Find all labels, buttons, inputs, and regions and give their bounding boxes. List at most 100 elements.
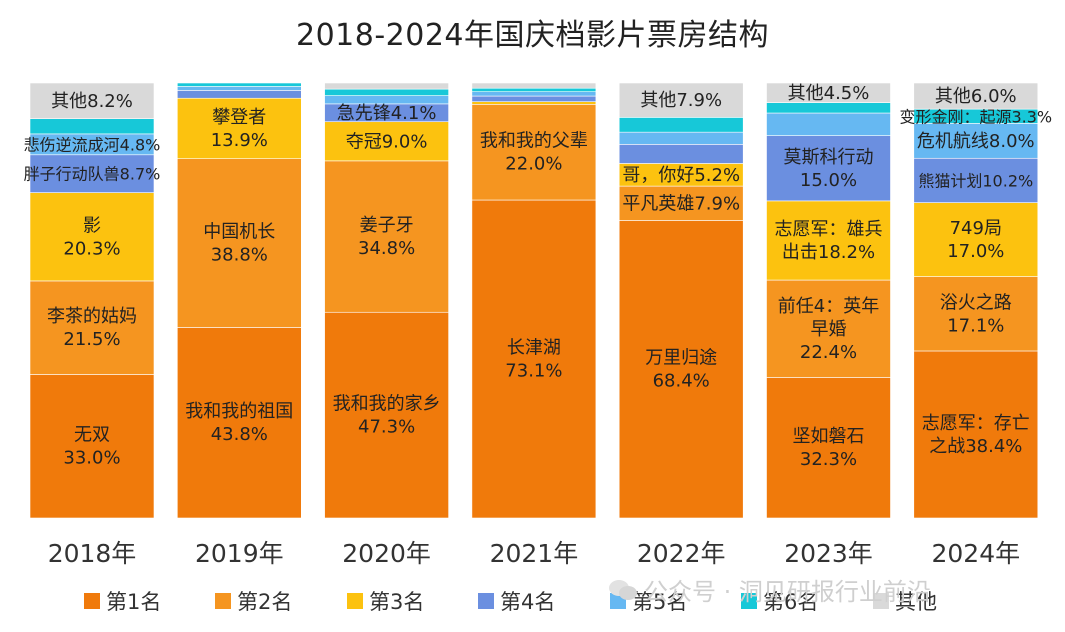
bar-segment xyxy=(471,82,597,89)
data-label: 中国机长 xyxy=(203,222,275,243)
data-label: 前任4：英年 xyxy=(778,296,879,317)
data-label: 危机航线8.0% xyxy=(917,131,1035,152)
bar-segment xyxy=(471,199,597,519)
data-label: 38.8% xyxy=(211,245,268,266)
bar-segment xyxy=(471,87,597,93)
bar-segment xyxy=(913,350,1039,519)
bar-segment xyxy=(618,144,744,164)
data-label: 其他8.2% xyxy=(51,91,133,112)
bar-segment xyxy=(29,374,155,519)
watermark-text: 公众号 · 洞见研报行业前沿 xyxy=(644,578,931,606)
data-label: 莫斯科行动 xyxy=(784,147,874,168)
data-label: 悲伤逆流成河4.8% xyxy=(24,135,161,154)
data-label: 13.9% xyxy=(211,130,268,151)
data-label: 李茶的姑妈 xyxy=(47,306,137,327)
bar-segment xyxy=(177,158,302,328)
legend-swatch xyxy=(873,593,889,609)
data-label: 21.5% xyxy=(63,329,120,350)
bar-segment xyxy=(324,82,449,90)
bar-segment xyxy=(618,117,744,133)
bar-segment xyxy=(913,123,1039,159)
data-label: 32.3% xyxy=(800,449,857,470)
chart-title: 2018-2024年国庆档影片票房结构 xyxy=(295,18,770,53)
data-label: 出击18.2% xyxy=(782,242,875,263)
data-label: 17.0% xyxy=(947,241,1004,262)
data-label: 34.8% xyxy=(358,238,415,259)
legend-swatch xyxy=(478,593,494,609)
x-tick-label: 2024年 xyxy=(931,539,1020,568)
x-tick-label: 2020年 xyxy=(342,539,431,568)
data-label: 17.1% xyxy=(947,315,1004,336)
data-label: 其他6.0% xyxy=(935,86,1017,107)
x-tick-label: 2023年 xyxy=(784,539,873,568)
data-label: 43.8% xyxy=(211,424,268,445)
bar-segment xyxy=(177,86,302,91)
data-label: 15.0% xyxy=(800,170,857,191)
data-label: 哥，你好5.2% xyxy=(622,165,740,186)
legend-label: 第4名 xyxy=(500,590,555,614)
legend-swatch xyxy=(215,593,231,609)
bar-segment xyxy=(177,82,302,87)
bar-segment xyxy=(618,82,744,118)
data-label: 749局 xyxy=(950,218,1002,239)
bar-segment xyxy=(471,91,597,97)
legend-swatch xyxy=(347,593,363,609)
legend-swatch xyxy=(84,593,100,609)
bar-segment xyxy=(913,276,1039,352)
bar-segment xyxy=(913,202,1039,277)
bar-segment xyxy=(324,160,449,313)
data-label: 万里归途 xyxy=(645,348,717,369)
bar-segment xyxy=(29,280,155,375)
bar-segment xyxy=(324,88,449,96)
data-label: 47.3% xyxy=(358,417,415,438)
data-label: 平凡英雄7.9% xyxy=(622,193,740,214)
bar-segment xyxy=(29,118,155,135)
data-label: 变形金刚：起源3.3% xyxy=(899,107,1052,126)
bar-segment xyxy=(471,95,597,103)
data-label: 夺冠9.0% xyxy=(346,131,428,152)
data-label: 我和我的祖国 xyxy=(185,401,293,422)
bar-segment xyxy=(766,135,891,202)
data-label: 胖子行动队兽8.7% xyxy=(24,165,161,184)
legend-label: 第1名 xyxy=(106,590,161,614)
bar-segment xyxy=(913,82,1039,110)
x-tick-label: 2018年 xyxy=(48,539,137,568)
bar-segment xyxy=(324,311,449,519)
bar-segment xyxy=(29,192,155,282)
legend-label: 其他 xyxy=(895,590,937,614)
bar-segment xyxy=(471,101,597,105)
bar-segment xyxy=(177,97,302,159)
data-label: 早婚 xyxy=(811,319,847,340)
data-label: 33.0% xyxy=(63,448,120,469)
data-label: 浴火之路 xyxy=(940,292,1012,313)
wechat-icon xyxy=(608,578,638,608)
legend-label: 第5名 xyxy=(632,590,687,614)
bar-segment xyxy=(766,279,891,378)
x-tick-label: 2019年 xyxy=(195,539,284,568)
legend-swatch xyxy=(741,593,757,609)
data-label: 其他7.9% xyxy=(640,90,722,111)
bar-segment xyxy=(618,220,744,519)
data-label: 22.0% xyxy=(505,154,562,175)
data-label: 之战38.4% xyxy=(929,436,1022,457)
x-tick-label: 2022年 xyxy=(637,539,726,568)
bar-segment xyxy=(618,185,744,221)
data-label: 长津湖 xyxy=(507,338,561,359)
x-tick-label: 2021年 xyxy=(490,539,579,568)
bar-segment xyxy=(29,154,155,193)
legend-label: 第6名 xyxy=(763,590,818,614)
watermark: 公众号 · 洞见研报行业前沿 xyxy=(608,572,931,608)
bar-segment xyxy=(766,200,891,281)
bar-segment xyxy=(177,327,302,519)
bar-segment xyxy=(471,104,597,201)
legend-label: 第3名 xyxy=(369,590,424,614)
bar-segment xyxy=(766,82,891,103)
bar-segment xyxy=(766,102,891,114)
bar-segment xyxy=(177,90,302,99)
data-label: 坚如磐石 xyxy=(793,426,865,447)
bar-segment xyxy=(29,82,155,119)
bar-segment xyxy=(618,131,744,145)
bar-segment xyxy=(766,377,891,519)
data-label: 其他4.5% xyxy=(788,83,870,104)
